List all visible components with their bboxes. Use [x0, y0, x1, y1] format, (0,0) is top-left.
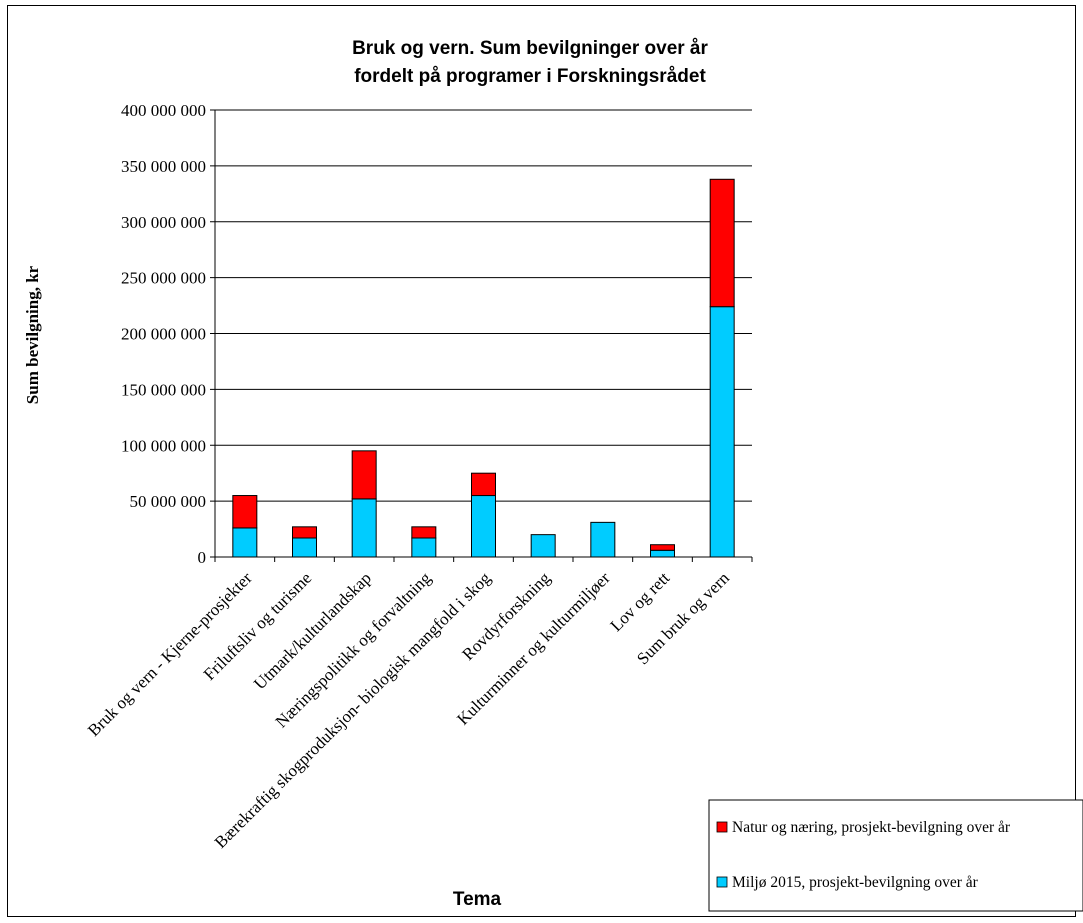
bar-segment	[590, 521, 616, 558]
legend-swatch-miljo	[716, 876, 728, 888]
y-tick-label: 350 000 000	[121, 157, 206, 176]
bar-segment	[411, 526, 437, 539]
bar-segment	[232, 495, 258, 529]
bar-segment	[351, 498, 377, 558]
legend-label-miljo: Miljø 2015, prosjekt-bevilgning over år	[732, 874, 979, 891]
bar-segment	[471, 495, 496, 558]
bar-segment	[709, 178, 735, 308]
chart-frame	[7, 5, 1076, 917]
y-tick-label: 100 000 000	[121, 436, 206, 455]
y-tick-labels: 0 50 000 000 100 000 000 150 000 000 200 000…	[121, 101, 206, 567]
axes	[210, 109, 753, 562]
bar-segment	[650, 544, 675, 551]
y-tick-label: 150 000 000	[121, 380, 206, 399]
chart-title-line-2: fordelt på programer i Forskningsrådet	[354, 66, 706, 87]
x-tick-label: Friluftsliv og turisme	[200, 568, 316, 684]
y-tick-label: 300 000 000	[121, 213, 206, 232]
legend: Natur og næring, prosjekt-bevilgning ove…	[708, 799, 1083, 912]
legend-box	[708, 799, 1083, 912]
gridlines	[215, 109, 752, 502]
y-tick-label: 250 000 000	[121, 269, 206, 288]
y-tick-label: 0	[198, 548, 207, 567]
bar-segment	[650, 549, 675, 558]
y-tick-label: 200 000 000	[121, 325, 206, 344]
y-tick-label: 50 000 000	[130, 492, 207, 511]
x-tick-labels: Bruk og vern - Kjerne-prosjekterFrilufts…	[84, 568, 733, 852]
bar-segment	[351, 450, 377, 500]
bar-segment	[709, 306, 735, 558]
chart-title-line-1: Bruk og vern. Sum bevilgninger over år	[352, 38, 708, 59]
bars	[232, 178, 735, 558]
y-axis-title: Sum bevilgning, kr	[23, 265, 42, 404]
bar-segment	[232, 527, 258, 558]
x-axis-title: Tema	[453, 889, 502, 910]
bar-segment	[292, 526, 317, 539]
bar-segment	[471, 472, 496, 497]
bar-segment	[530, 534, 556, 558]
bar-segment	[292, 537, 317, 558]
x-tick-label: Utmark/kulturlandskap	[250, 568, 375, 693]
legend-label-natur: Natur og næring, prosjekt-bevilgning ove…	[732, 819, 1011, 836]
bar-segment	[411, 537, 437, 558]
legend-swatch-natur	[716, 821, 728, 833]
x-tick-label: Bærekraftig skogproduksjon- biologisk ma…	[211, 568, 495, 852]
y-tick-label: 400 000 000	[121, 101, 206, 120]
